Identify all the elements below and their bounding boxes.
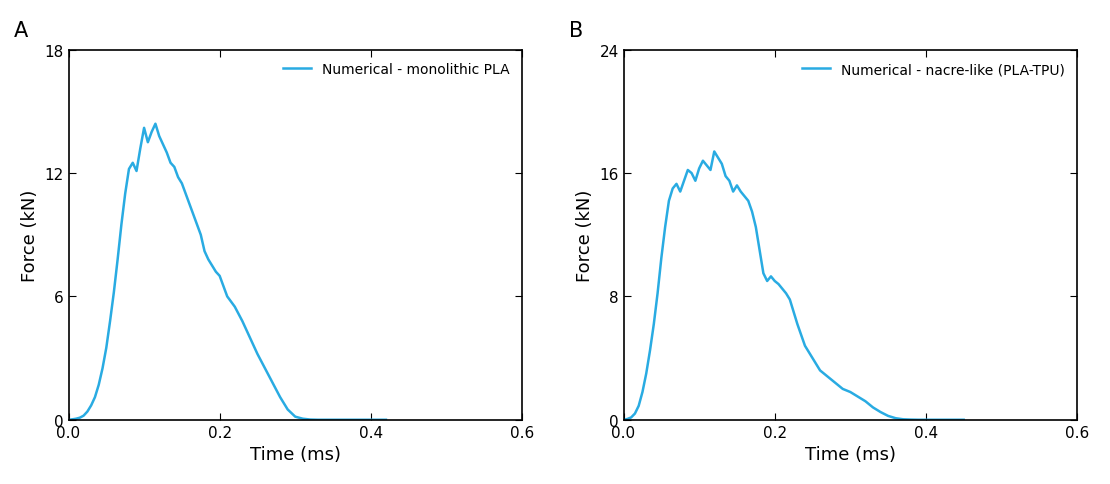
X-axis label: Time (ms): Time (ms) xyxy=(250,445,341,463)
Y-axis label: Force (kN): Force (kN) xyxy=(576,189,594,281)
Y-axis label: Force (kN): Force (kN) xyxy=(21,189,39,281)
X-axis label: Time (ms): Time (ms) xyxy=(805,445,896,463)
Text: A: A xyxy=(14,21,29,41)
Text: B: B xyxy=(569,21,584,41)
Legend: Numerical - monolithic PLA: Numerical - monolithic PLA xyxy=(278,58,515,83)
Legend: Numerical - nacre-like (PLA-TPU): Numerical - nacre-like (PLA-TPU) xyxy=(796,58,1070,83)
